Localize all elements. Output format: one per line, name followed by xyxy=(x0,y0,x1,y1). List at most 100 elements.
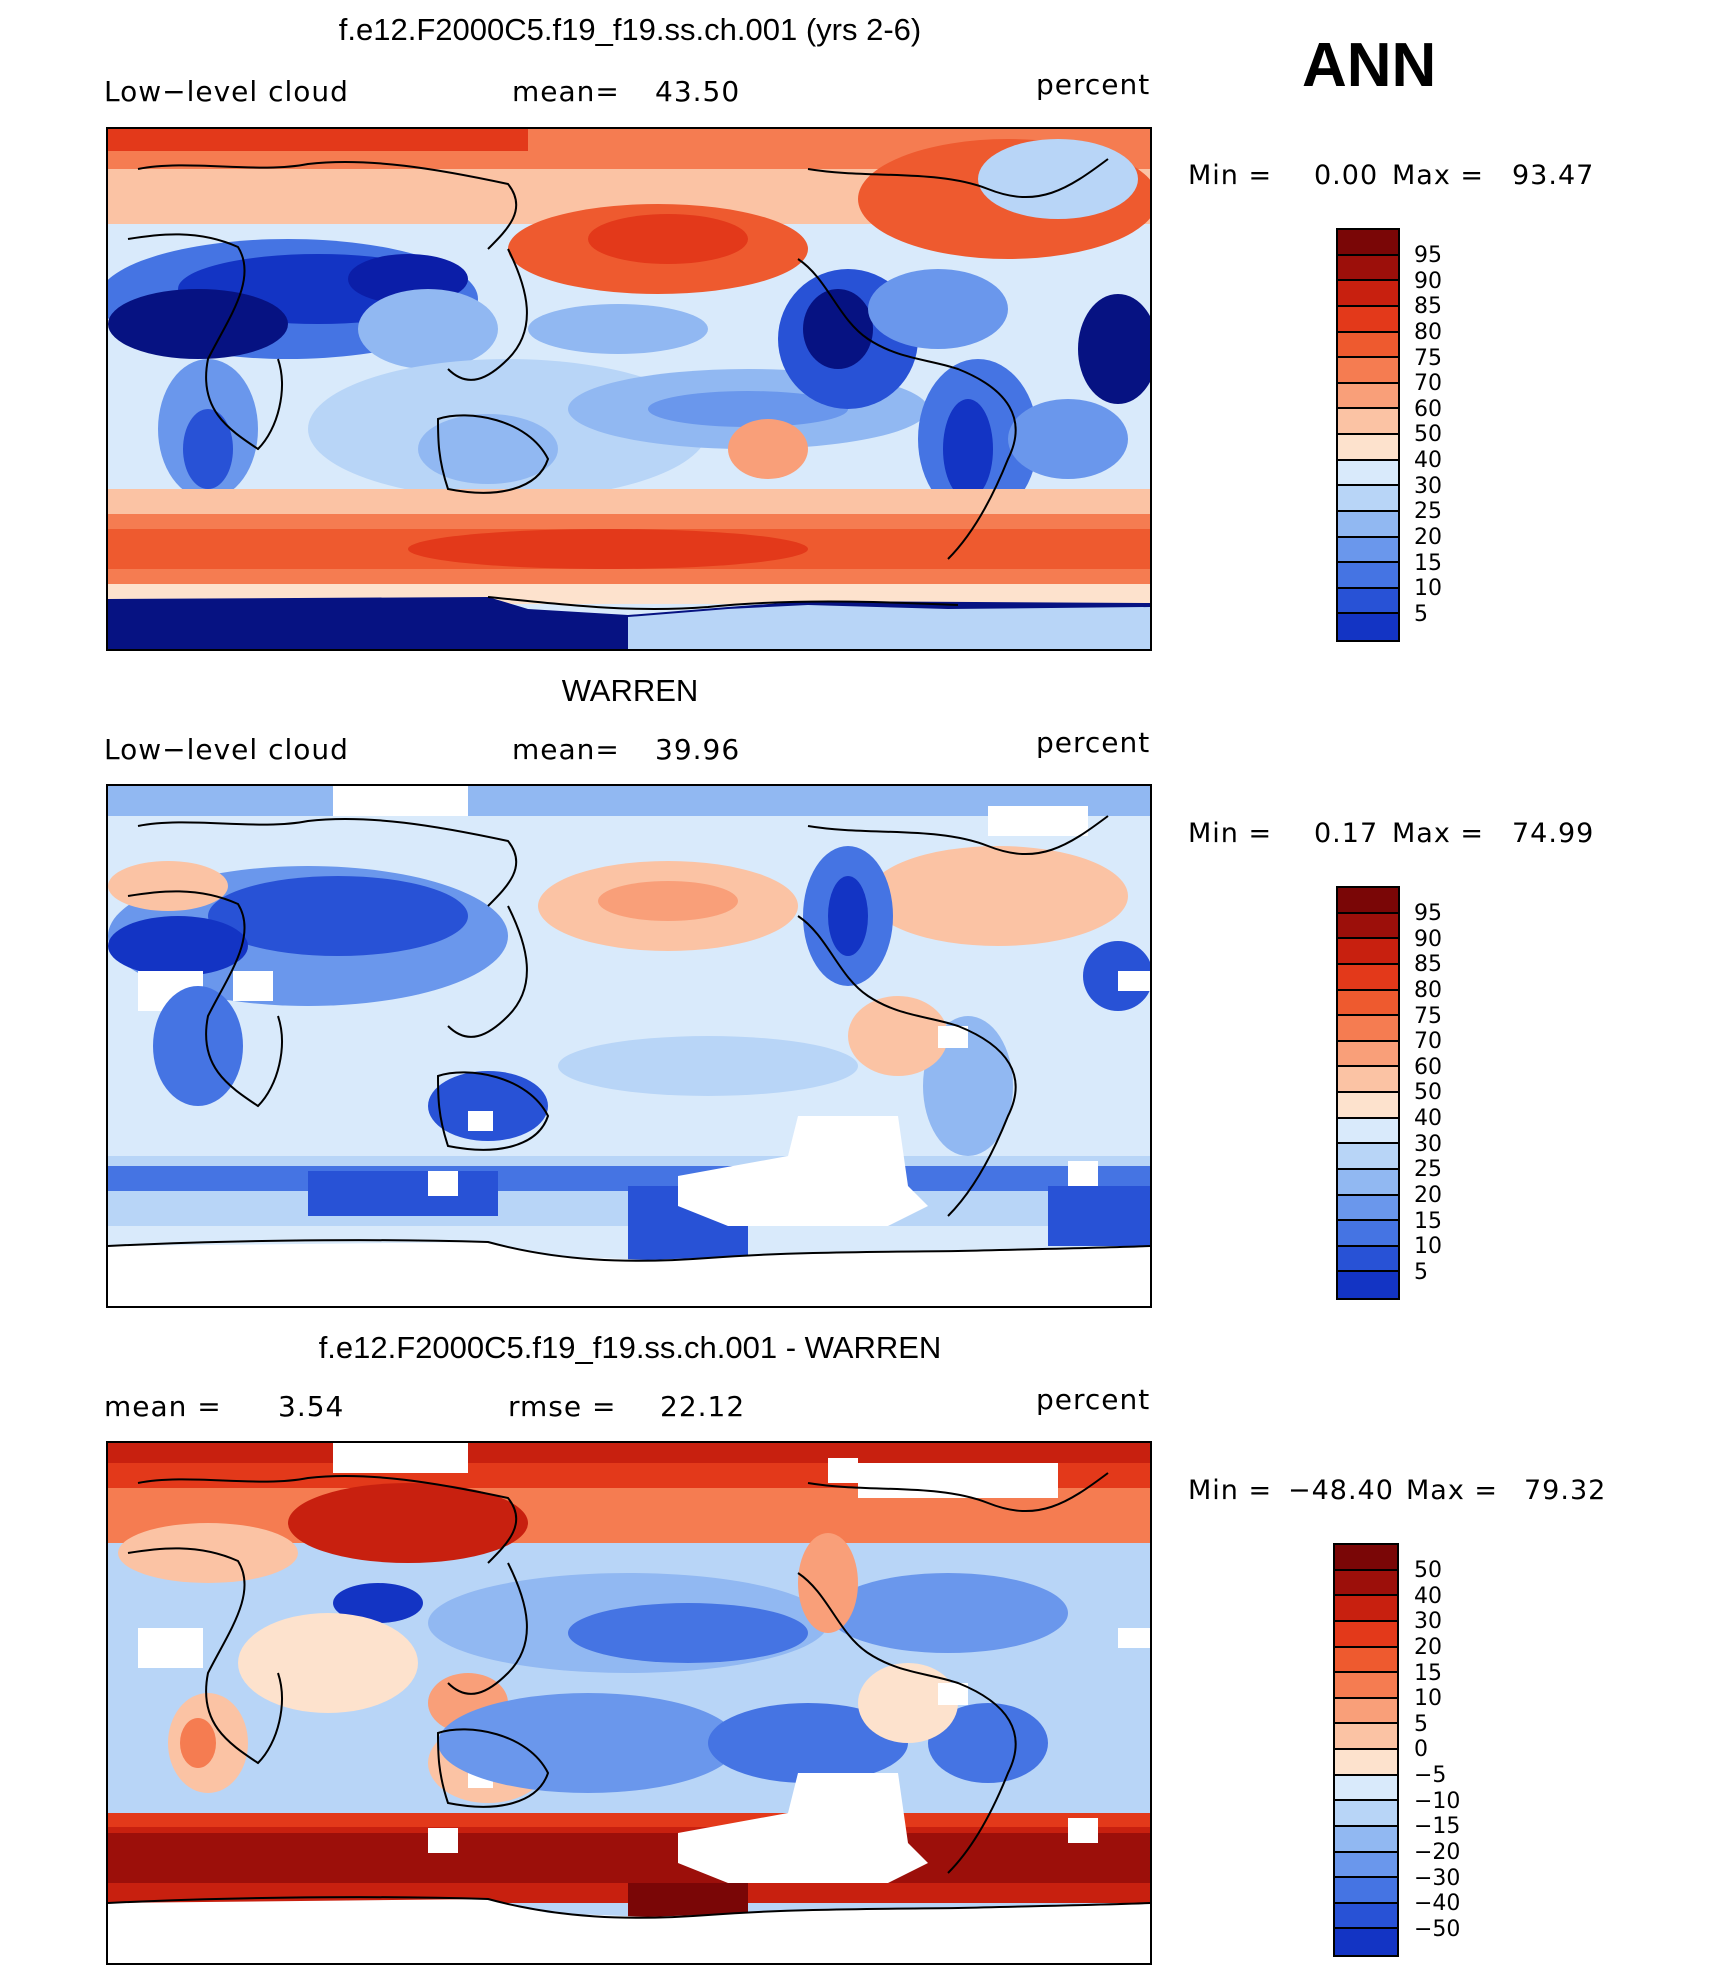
panel3-rmse-value: 22.12 xyxy=(660,1390,746,1423)
colorbar-box xyxy=(1338,1221,1398,1247)
panel3-rmse-label: rmse = xyxy=(508,1390,617,1423)
panel1-map xyxy=(106,127,1152,651)
panel3-max-value: 79.32 xyxy=(1524,1475,1607,1506)
colorbar-tick-label: 10 xyxy=(1414,1234,1442,1260)
colorbar-tick-label: 15 xyxy=(1414,1208,1442,1234)
season-label: ANN xyxy=(1302,31,1437,100)
colorbar-tick-label: 40 xyxy=(1414,1106,1442,1131)
panel3-min-label: Min = xyxy=(1188,1475,1273,1506)
panel1-units: percent xyxy=(1036,68,1151,101)
panel3-title: f.e12.F2000C5.f19_f19.ss.ch.001 - WARREN xyxy=(318,1330,942,1365)
panel1-max-label: Max = xyxy=(1392,160,1485,191)
panel3-map xyxy=(106,1441,1152,1965)
colorbar-tick-label: −15 xyxy=(1414,1814,1461,1840)
colorbar-box xyxy=(1338,537,1398,564)
colorbar-tick-label: 5 xyxy=(1414,1259,1428,1285)
colorbar-box xyxy=(1338,1144,1398,1170)
colorbar-tick-label: 40 xyxy=(1414,1583,1442,1609)
colorbar-box xyxy=(1338,486,1398,512)
colorbar-tick-label: 85 xyxy=(1414,952,1442,978)
colorbar-box xyxy=(1335,1570,1397,1597)
panel2-mean-label: mean= xyxy=(512,733,620,766)
colorbar-box xyxy=(1338,563,1398,589)
colorbar-box xyxy=(1338,332,1398,359)
colorbar-box xyxy=(1335,1750,1397,1776)
colorbar-tick-label: −20 xyxy=(1414,1839,1461,1865)
colorbar-box xyxy=(1335,1852,1397,1879)
colorbar-tick-label: 30 xyxy=(1414,473,1442,499)
colorbar-box xyxy=(1338,409,1398,435)
colorbar-tick-label: 80 xyxy=(1414,977,1442,1003)
colorbar-box xyxy=(1338,1016,1398,1042)
colorbar-tick-label: 50 xyxy=(1414,422,1442,448)
colorbar-box xyxy=(1338,1246,1398,1273)
colorbar-tick-label: 30 xyxy=(1414,1131,1442,1157)
colorbar-tick-label: 15 xyxy=(1414,1660,1442,1686)
colorbar-tick-label: 90 xyxy=(1414,268,1442,294)
panel3-max-label: Max = xyxy=(1406,1475,1499,1506)
colorbar-box xyxy=(1338,1272,1398,1298)
colorbar-box xyxy=(1335,1724,1397,1750)
panel2-mean-value: 39.96 xyxy=(655,733,741,766)
colorbar-tick-label: 20 xyxy=(1414,1634,1442,1660)
colorbar-tick-label: −30 xyxy=(1414,1865,1461,1891)
colorbar-tick-label: 30 xyxy=(1414,1609,1442,1635)
colorbar-tick-label: 25 xyxy=(1414,499,1442,525)
colorbar-tick-label: 70 xyxy=(1414,1029,1442,1055)
panel2-min-label: Min = xyxy=(1188,818,1273,849)
panel1-mean-value: 43.50 xyxy=(655,75,741,108)
colorbar-tick-label: 10 xyxy=(1414,1686,1442,1712)
colorbar-box xyxy=(1335,1673,1397,1699)
colorbar-tick-label: −50 xyxy=(1414,1916,1461,1942)
panel2-colorbar-labels: 95 90 85 80 75 70 60 50 40 30 25 20 15 10 5 xyxy=(1414,901,1442,1285)
colorbar-tick-label: 90 xyxy=(1414,926,1442,952)
panel2-max-label: Max = xyxy=(1392,818,1485,849)
colorbar-box xyxy=(1338,1195,1398,1222)
colorbar-tick-label: 0 xyxy=(1414,1737,1428,1763)
colorbar-box xyxy=(1338,435,1398,461)
colorbar-tick-label: −40 xyxy=(1414,1891,1461,1917)
colorbar-box xyxy=(1335,1775,1397,1802)
colorbar-tick-label: 15 xyxy=(1414,550,1442,576)
panel1-title: f.e12.F2000C5.f19_f19.ss.ch.001 (yrs 2-6… xyxy=(338,12,922,47)
panel1-variable-label: Low−level cloud xyxy=(104,75,349,108)
panel1-min-value: 0.00 xyxy=(1314,160,1379,191)
colorbar-box xyxy=(1338,1118,1398,1145)
panel2-units: percent xyxy=(1036,726,1151,759)
colorbar-box xyxy=(1338,990,1398,1017)
panel3-units: percent xyxy=(1036,1383,1151,1416)
colorbar-box xyxy=(1338,939,1398,965)
colorbar-box xyxy=(1338,588,1398,615)
colorbar-box xyxy=(1338,230,1398,256)
colorbar-box xyxy=(1335,1826,1397,1853)
colorbar-tick-label: 75 xyxy=(1414,1003,1442,1029)
colorbar-tick-label: 5 xyxy=(1414,1711,1428,1737)
colorbar-box xyxy=(1338,281,1398,307)
panel2-variable-label: Low−level cloud xyxy=(104,733,349,766)
colorbar-tick-label: 60 xyxy=(1414,396,1442,422)
colorbar-tick-label: −5 xyxy=(1414,1763,1447,1788)
colorbar-tick-label: 25 xyxy=(1414,1157,1442,1183)
colorbar-tick-label: 60 xyxy=(1414,1054,1442,1080)
colorbar-box xyxy=(1335,1878,1397,1904)
colorbar-box xyxy=(1338,1067,1398,1093)
panel1-max-value: 93.47 xyxy=(1512,160,1595,191)
panel1-mean-label: mean= xyxy=(512,75,620,108)
panel1-colorbar-labels: 95 90 85 80 75 70 60 50 40 30 25 20 15 10 5 xyxy=(1414,243,1442,627)
colorbar-tick-label: 10 xyxy=(1414,576,1442,602)
colorbar-box xyxy=(1338,888,1398,914)
colorbar-tick-label: 50 xyxy=(1414,1558,1442,1583)
colorbar-box xyxy=(1335,1801,1397,1827)
colorbar-box xyxy=(1338,614,1398,640)
colorbar-box xyxy=(1338,383,1398,410)
colorbar-tick-label: 95 xyxy=(1414,243,1442,268)
colorbar-tick-label: 40 xyxy=(1414,448,1442,473)
colorbar-tick-label: 20 xyxy=(1414,524,1442,550)
colorbar-tick-label: 20 xyxy=(1414,1182,1442,1208)
colorbar-box xyxy=(1338,1041,1398,1068)
colorbar-box xyxy=(1338,964,1398,991)
colorbar-box xyxy=(1338,255,1398,282)
colorbar-box xyxy=(1335,1929,1397,1955)
colorbar-box xyxy=(1338,460,1398,487)
colorbar-tick-label: 85 xyxy=(1414,294,1442,320)
